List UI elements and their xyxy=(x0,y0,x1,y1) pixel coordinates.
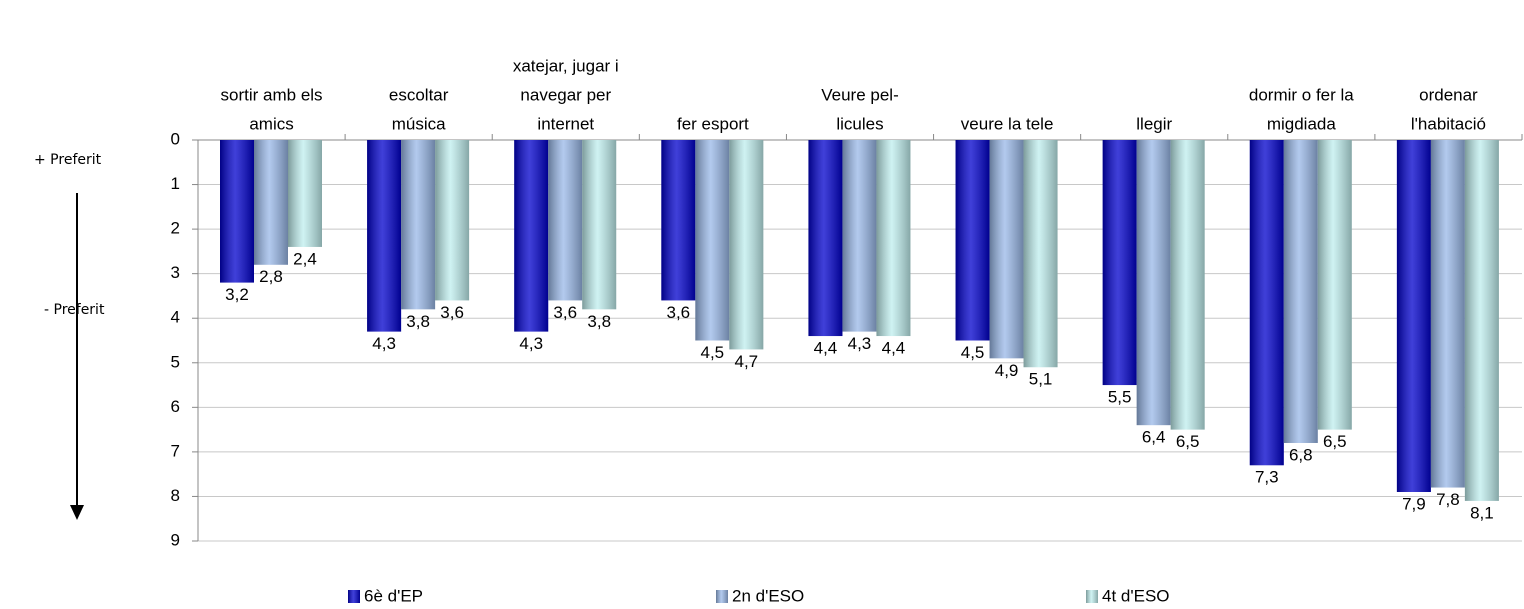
data-label: 4,9 xyxy=(995,361,1019,380)
x-tick-label: sortir amb els xyxy=(221,85,323,104)
bar-shade xyxy=(254,140,288,265)
y-tick-label: 9 xyxy=(171,530,180,549)
bar-shade xyxy=(1170,140,1205,430)
data-label: 2,4 xyxy=(293,249,317,268)
y-tick-label: 5 xyxy=(171,352,180,371)
bar-shade xyxy=(1283,140,1318,443)
bar-shade xyxy=(661,140,696,301)
y-tick-label: 3 xyxy=(171,263,180,282)
y-tick-label: 6 xyxy=(171,397,180,416)
data-label: 2,8 xyxy=(259,267,283,286)
legend-swatch-shade xyxy=(348,590,360,603)
data-label: 4,4 xyxy=(814,339,838,358)
bar-shade xyxy=(1136,140,1171,426)
bar-shade xyxy=(989,140,1024,359)
bar-shade xyxy=(220,140,254,283)
data-label: 8,1 xyxy=(1470,503,1494,522)
y-tick-label: 2 xyxy=(171,219,180,238)
data-label: 5,5 xyxy=(1108,388,1132,407)
legend-label: 4t d'ESO xyxy=(1102,586,1170,605)
data-label: 4,3 xyxy=(848,334,872,353)
data-label: 7,9 xyxy=(1402,494,1426,513)
bar-shade xyxy=(401,140,436,310)
x-tick-label: l'habitació xyxy=(1411,114,1486,133)
bar-shade xyxy=(435,140,470,301)
x-tick-label: fer esport xyxy=(677,114,749,133)
bar-shade xyxy=(548,140,583,301)
bar-shade xyxy=(842,140,877,332)
bar-shade xyxy=(582,140,617,310)
x-tick-label: Veure pel- xyxy=(821,85,899,104)
bar-shade xyxy=(367,140,402,332)
data-label: 3,8 xyxy=(587,312,611,331)
data-label: 4,3 xyxy=(519,334,543,353)
data-label: 6,5 xyxy=(1323,432,1347,451)
data-label: 3,2 xyxy=(225,285,249,304)
legend-label: 6è d'EP xyxy=(364,586,423,605)
data-label: 4,3 xyxy=(372,334,396,353)
data-label: 3,6 xyxy=(667,303,691,322)
bar-shade xyxy=(514,140,549,332)
bar-shade xyxy=(695,140,730,341)
bar-shade xyxy=(1396,140,1431,492)
data-label: 4,5 xyxy=(701,343,725,362)
y-tick-label: 8 xyxy=(171,486,180,505)
y-tick-label: 1 xyxy=(171,174,180,193)
arrow-head xyxy=(70,505,84,520)
bar-shade xyxy=(729,140,764,350)
data-label: 7,8 xyxy=(1436,490,1460,509)
bar-shade xyxy=(1249,140,1284,466)
bar-shade xyxy=(1102,140,1137,386)
data-label: 6,5 xyxy=(1176,432,1200,451)
data-label: 4,4 xyxy=(882,339,906,358)
x-tick-label: dormir o fer la xyxy=(1249,85,1354,104)
data-label: 3,6 xyxy=(553,303,577,322)
y-tick-label: 0 xyxy=(171,129,180,148)
data-label: 5,1 xyxy=(1029,370,1053,389)
x-tick-label: xatejar, jugar i xyxy=(513,56,619,75)
data-label: 7,3 xyxy=(1255,468,1279,487)
y-tick-label: 7 xyxy=(171,441,180,460)
bar-shade xyxy=(876,140,911,337)
x-tick-label: veure la tele xyxy=(961,114,1054,133)
x-tick-label: ordenar xyxy=(1419,85,1478,104)
bar-shade xyxy=(955,140,990,341)
annotation-top: + Preferit xyxy=(34,152,102,168)
data-label: 4,7 xyxy=(735,352,759,371)
x-tick-label: llegir xyxy=(1136,114,1172,133)
bar-shade xyxy=(808,140,843,337)
data-label: 4,5 xyxy=(961,343,985,362)
x-tick-label: navegar per xyxy=(520,85,611,104)
bar-shade xyxy=(1023,140,1058,368)
bar-shade xyxy=(288,140,322,247)
bar-shade xyxy=(1464,140,1499,501)
legend-label: 2n d'ESO xyxy=(732,586,804,605)
x-tick-label: escoltar xyxy=(389,85,449,104)
x-tick-label: internet xyxy=(537,114,594,133)
legend-swatch-shade xyxy=(1086,590,1098,603)
y-tick-label: 4 xyxy=(171,308,180,327)
bar-shade xyxy=(1430,140,1465,488)
data-label: 3,8 xyxy=(406,312,430,331)
annotation-bottom: - Preferit xyxy=(44,302,105,318)
x-tick-label: música xyxy=(392,114,446,133)
bar-shade xyxy=(1317,140,1352,430)
x-tick-label: licules xyxy=(836,114,883,133)
legend-swatch-shade xyxy=(716,590,728,603)
data-label: 6,8 xyxy=(1289,445,1313,464)
data-label: 3,6 xyxy=(440,303,464,322)
x-tick-label: migdiada xyxy=(1267,114,1337,133)
x-tick-label: amics xyxy=(249,114,293,133)
data-label: 6,4 xyxy=(1142,428,1166,447)
